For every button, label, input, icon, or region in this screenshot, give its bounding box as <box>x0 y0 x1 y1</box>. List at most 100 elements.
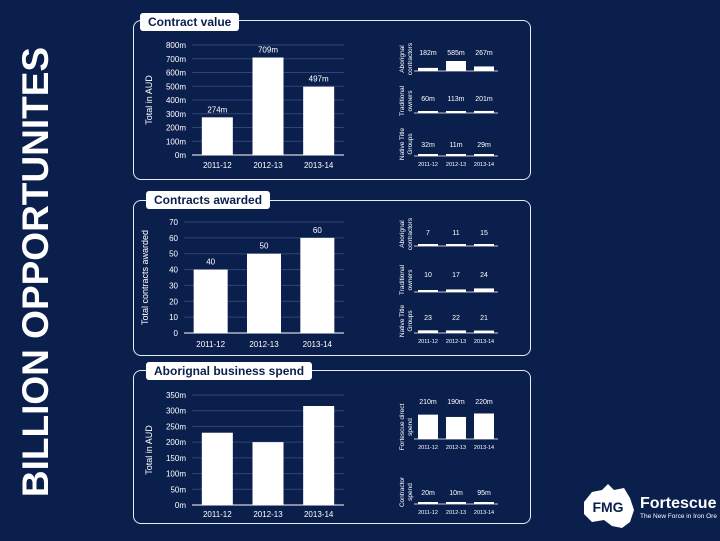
x-tick-label: 2012-13 <box>253 161 283 170</box>
y-tick-label: 30 <box>169 281 178 290</box>
bar-2013-14 <box>300 237 335 333</box>
breakdown-label-0: Fortescue directspend <box>399 404 414 451</box>
breakdown-x-tick-label: 2011-12 <box>418 162 438 168</box>
bar-value-label: 60 <box>313 226 322 235</box>
breakdown-bar <box>418 111 438 113</box>
breakdown-label-1: Traditionalowners <box>399 85 414 116</box>
breakdown-value-label: 20m <box>421 490 435 497</box>
breakdown-label-2: Native TitleGroups <box>399 128 414 161</box>
breakdown-bar <box>418 244 438 246</box>
contracts-awarded-title: Contracts awarded <box>146 191 271 209</box>
y-tick-label: 10 <box>169 313 178 322</box>
breakdown-bar <box>474 244 494 246</box>
breakdown-bar <box>474 288 494 292</box>
breakdown-x-tick-label: 2013-14 <box>474 162 494 168</box>
breakdown-value-label: 190m <box>447 399 465 406</box>
y-tick-label: 50m <box>170 485 186 494</box>
y-tick-label: 70 <box>169 218 178 227</box>
contract-value-title: Contract value <box>140 13 240 31</box>
y-tick-label: 350m <box>166 391 186 400</box>
breakdown-value-label: 32m <box>421 142 435 149</box>
australia-map-icon <box>584 484 634 528</box>
breakdown-x-tick-label: 2012-13 <box>446 510 466 516</box>
breakdown-value-label: 17 <box>452 272 460 279</box>
breakdown-bar <box>474 154 494 156</box>
breakdown-bar <box>446 244 466 246</box>
y-tick-label: 300m <box>166 407 186 416</box>
business-spend-title: Aborignal business spend <box>146 362 313 380</box>
breakdown-value-label: 24 <box>480 272 488 279</box>
bar-value-label: 50 <box>260 242 269 251</box>
bar-2011-12 <box>201 432 233 505</box>
y-tick-label: 50 <box>169 250 178 259</box>
breakdown-x-tick-label: 2012-13 <box>446 339 466 345</box>
breakdown-bar <box>446 154 466 156</box>
breakdown-bar <box>446 502 466 504</box>
breakdown-x-tick-label: 2011-12 <box>418 445 438 451</box>
bar-value-label: 497m <box>309 75 329 84</box>
bar-2013-14 <box>303 86 335 155</box>
breakdown-x-tick-label: 2012-13 <box>446 445 466 451</box>
y-tick-label: 500m <box>166 82 186 91</box>
breakdown-value-label: 585m <box>447 50 465 57</box>
breakdown-bar <box>418 414 438 439</box>
y-tick-label: 40 <box>169 266 178 275</box>
x-tick-label: 2012-13 <box>253 510 283 519</box>
bar-2012-13 <box>252 442 284 505</box>
y-axis-label: Total in AUD <box>144 75 154 125</box>
breakdown-value-label: 210m <box>419 399 437 406</box>
breakdown-value-label: 95m <box>477 490 491 497</box>
bar-2013-14 <box>303 406 335 505</box>
bar-value-label: 274m <box>207 105 227 114</box>
breakdown-bar <box>446 111 466 113</box>
x-tick-label: 2013-14 <box>304 161 334 170</box>
breakdown-label-0: Aborignalcontractors <box>399 42 414 75</box>
logo-tagline: The New Force in Iron Ore <box>640 513 717 520</box>
breakdown-bar <box>418 67 438 71</box>
bar-2011-12 <box>193 269 228 333</box>
y-tick-label: 150m <box>166 454 186 463</box>
y-tick-label: 100m <box>166 470 186 479</box>
breakdown-bar <box>418 290 438 292</box>
breakdown-x-tick-label: 2013-14 <box>474 445 494 451</box>
y-tick-label: 20 <box>169 297 178 306</box>
breakdown-x-tick-label: 2011-12 <box>418 510 438 516</box>
breakdown-value-label: 15 <box>480 230 488 237</box>
breakdown-value-label: 7 <box>426 230 430 237</box>
x-tick-label: 2012-13 <box>249 340 279 349</box>
contracts-awarded-panel: 0 10 20 30 40 50 60 70 Total contracts awarded 40… <box>133 200 531 356</box>
contract-value-chart: 0m 100m 200m 300m 400m 500m 600m 700m 800m Total … <box>144 41 498 170</box>
logo-name: Fortescue <box>640 495 717 512</box>
y-tick-label: 200m <box>166 438 186 447</box>
breakdown-value-label: 60m <box>421 96 435 103</box>
fortescue-logo: FMG Fortescue The New Force in Iron Ore <box>578 480 720 536</box>
breakdown-value-label: 220m <box>475 399 493 406</box>
logo-mark: FMG <box>592 499 623 515</box>
contracts-awarded-chart: 0 10 20 30 40 50 60 70 Total contracts awarded 40… <box>140 217 498 349</box>
y-tick-label: 400m <box>166 96 186 105</box>
y-tick-label: 0m <box>175 151 186 160</box>
breakdown-label-1: Contractorspend <box>399 476 414 507</box>
breakdown-label-1: Traditionalowners <box>399 264 414 295</box>
bar-2011-12 <box>201 117 233 155</box>
y-tick-label: 250m <box>166 422 186 431</box>
breakdown-bar <box>474 110 494 113</box>
y-tick-label: 60 <box>169 234 178 243</box>
breakdown-value-label: 267m <box>475 50 493 57</box>
breakdown-value-label: 10m <box>449 490 463 497</box>
breakdown-bar <box>446 289 466 292</box>
breakdown-bar <box>418 154 438 156</box>
breakdown-bar <box>474 413 494 439</box>
y-tick-label: 800m <box>166 41 186 50</box>
breakdown-value-label: 23 <box>424 315 432 322</box>
breakdown-value-label: 11m <box>449 142 462 149</box>
breakdown-bar <box>418 502 438 504</box>
breakdown-x-tick-label: 2013-14 <box>474 510 494 516</box>
business-spend-chart: 0m 50m 100m 150m 200m 250m 300m 350m Total in AU… <box>144 391 498 519</box>
y-tick-label: 300m <box>166 110 186 119</box>
vertical-title-text: BILLION OPPORTUNITES <box>15 47 56 497</box>
breakdown-bar <box>446 330 466 333</box>
bar-2012-13 <box>252 57 284 156</box>
breakdown-bar <box>418 330 438 333</box>
breakdown-x-tick-label: 2013-14 <box>474 339 494 345</box>
